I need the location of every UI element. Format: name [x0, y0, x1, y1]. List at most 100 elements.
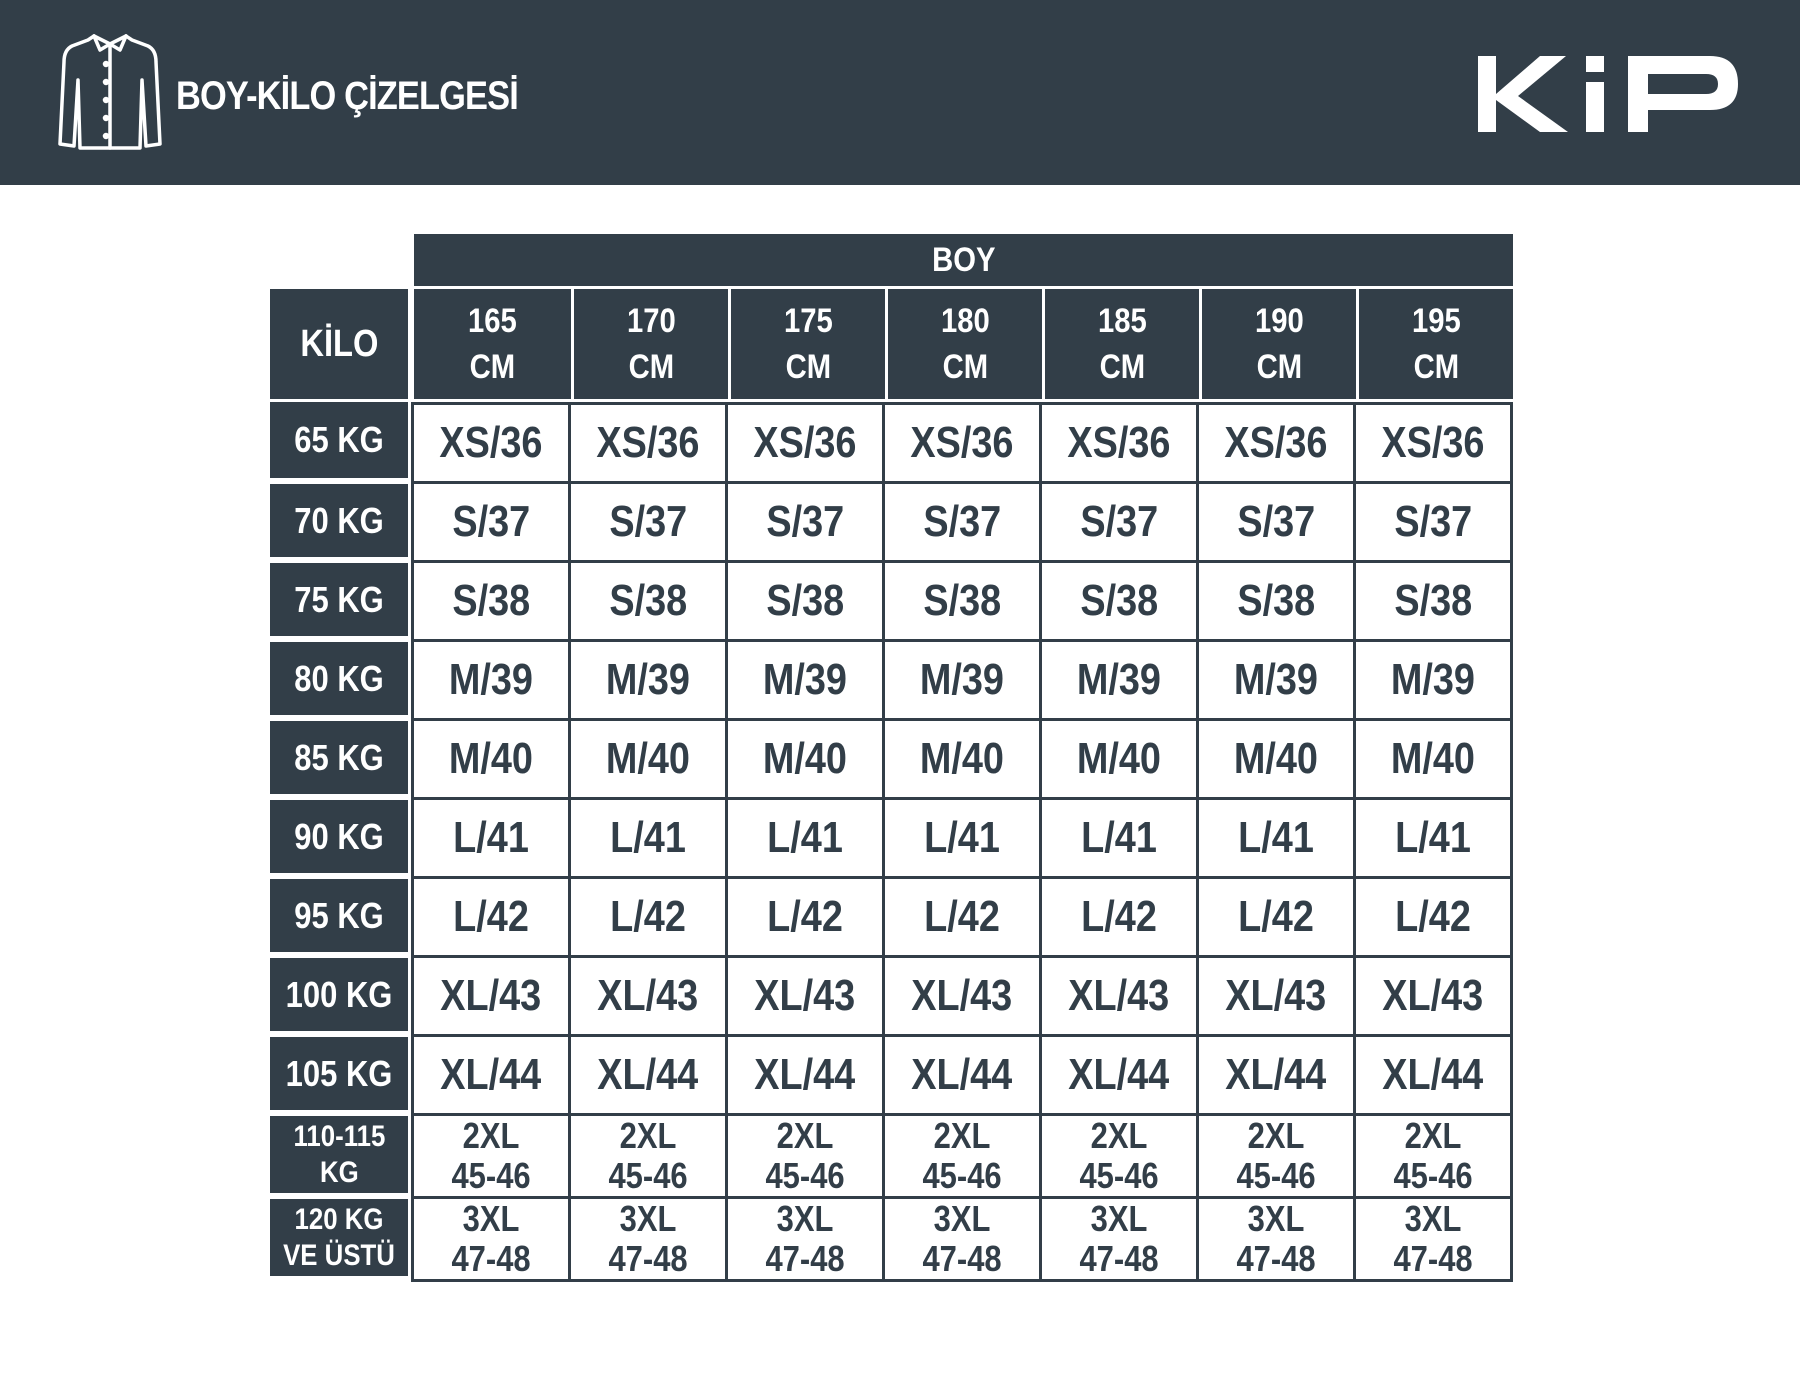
- size-cell: M/39: [571, 642, 728, 721]
- size-value: XL/43: [1068, 971, 1170, 1020]
- row-header-weight: 85 KG: [270, 721, 411, 800]
- size-cell: L/42: [411, 879, 571, 958]
- column-height-unit: CM: [628, 348, 674, 386]
- table-row: 120 KG VE ÜSTÜ 3XL 47-48 3XL 47-48 3XL 47-4…: [270, 1199, 1513, 1282]
- size-cell: M/39: [728, 642, 885, 721]
- column-header-165: 165 CM: [411, 289, 571, 402]
- size-chart: BOY KİLO 165 CM 170 CM 175 CM 180 CM 185 CM 190 CM 1…: [270, 234, 1513, 1282]
- size-cell: 2XL 45-46: [728, 1116, 885, 1199]
- size-value: XL/43: [911, 971, 1013, 1020]
- size-cell: XL/44: [1042, 1037, 1199, 1116]
- size-value: L/42: [1081, 892, 1157, 941]
- size-value: L/41: [1238, 813, 1314, 862]
- size-cell: M/40: [1042, 721, 1199, 800]
- size-value: S/38: [923, 576, 1001, 625]
- boy-header: BOY: [411, 234, 1513, 289]
- size-cell: S/37: [411, 484, 571, 563]
- size-value: M/39: [919, 655, 1005, 704]
- size-value: 3XL 47-48: [1236, 1198, 1316, 1279]
- size-cell: XL/44: [1356, 1037, 1513, 1116]
- size-value: S/37: [1237, 497, 1315, 546]
- size-cell: L/41: [885, 800, 1042, 879]
- size-value: XL/43: [1382, 971, 1484, 1020]
- row-header-weight: 65 KG: [270, 402, 411, 484]
- size-cell: 2XL 45-46: [885, 1116, 1042, 1199]
- column-header-row: KİLO 165 CM 170 CM 175 CM 180 CM 185 CM 190 CM 195 CM: [270, 289, 1513, 402]
- size-value: M/40: [1390, 734, 1476, 783]
- size-value: XL/43: [1225, 971, 1327, 1020]
- size-cell: S/37: [1356, 484, 1513, 563]
- size-cell: M/40: [885, 721, 1042, 800]
- size-cell: L/41: [571, 800, 728, 879]
- size-cell: S/38: [728, 563, 885, 642]
- size-value: 2XL 45-46: [922, 1115, 1002, 1196]
- size-value: M/40: [762, 734, 848, 783]
- size-value: S/38: [609, 576, 687, 625]
- size-value: S/37: [452, 497, 530, 546]
- size-cell: L/42: [1356, 879, 1513, 958]
- row-header-weight: 120 KG VE ÜSTÜ: [270, 1199, 411, 1282]
- column-height-value: 195: [1411, 302, 1461, 340]
- size-cell: XS/36: [1199, 402, 1356, 484]
- table-row: 100 KG XL/43 XL/43 XL/43 XL/43 XL/43 XL/43 XL/4…: [270, 958, 1513, 1037]
- size-cell: L/42: [1199, 879, 1356, 958]
- size-cell: XL/43: [1042, 958, 1199, 1037]
- size-cell: L/42: [885, 879, 1042, 958]
- size-value: S/37: [609, 497, 687, 546]
- row-header-label: 110-115 KG: [293, 1119, 385, 1189]
- size-value: XS/36: [439, 418, 543, 467]
- size-value: 3XL 47-48: [922, 1198, 1002, 1279]
- size-value: L/41: [610, 813, 686, 862]
- size-cell: S/37: [1042, 484, 1199, 563]
- size-value: 2XL 45-46: [765, 1115, 845, 1196]
- size-value: XL/43: [597, 971, 699, 1020]
- table-row: 95 KG L/42 L/42 L/42 L/42 L/42 L/42 L/42: [270, 879, 1513, 958]
- size-value: M/40: [1076, 734, 1162, 783]
- size-value: M/39: [1390, 655, 1476, 704]
- size-value: S/38: [452, 576, 530, 625]
- column-height-unit: CM: [1256, 348, 1302, 386]
- size-cell: 3XL 47-48: [571, 1199, 728, 1282]
- size-value: M/39: [1233, 655, 1319, 704]
- size-value: L/42: [1395, 892, 1471, 941]
- size-value: L/42: [924, 892, 1000, 941]
- column-height-value: 185: [1097, 302, 1147, 340]
- size-cell: M/40: [571, 721, 728, 800]
- row-header-label: 100 KG: [285, 973, 393, 1015]
- size-cell: XS/36: [571, 402, 728, 484]
- size-cell: XL/43: [885, 958, 1042, 1037]
- size-value: XS/36: [753, 418, 857, 467]
- size-cell: S/37: [885, 484, 1042, 563]
- row-header-weight: 95 KG: [270, 879, 411, 958]
- size-value: S/37: [766, 497, 844, 546]
- size-cell: S/38: [885, 563, 1042, 642]
- size-cell: XS/36: [885, 402, 1042, 484]
- column-header-label: 180 CM: [941, 298, 990, 390]
- size-value: L/41: [1081, 813, 1157, 862]
- row-header-label: 85 KG: [294, 736, 384, 778]
- table-row: 75 KG S/38 S/38 S/38 S/38 S/38 S/38 S/38: [270, 563, 1513, 642]
- column-header-label: 190 CM: [1255, 298, 1304, 390]
- size-cell: 2XL 45-46: [1042, 1116, 1199, 1199]
- size-cell: S/38: [1199, 563, 1356, 642]
- size-cell: S/37: [571, 484, 728, 563]
- size-value: 3XL 47-48: [608, 1198, 688, 1279]
- size-value: M/40: [448, 734, 534, 783]
- column-height-value: 180: [940, 302, 990, 340]
- column-height-unit: CM: [785, 348, 831, 386]
- size-cell: 2XL 45-46: [1356, 1116, 1513, 1199]
- column-header-label: 175 CM: [784, 298, 833, 390]
- shirt-icon: [58, 34, 162, 150]
- row-header-label: 90 KG: [294, 815, 384, 857]
- column-height-value: 165: [468, 302, 517, 340]
- size-value: 2XL 45-46: [1236, 1115, 1316, 1196]
- size-value: S/38: [766, 576, 844, 625]
- page-header: BOY-KİLO ÇİZELGESİ: [0, 0, 1800, 185]
- size-cell: L/41: [728, 800, 885, 879]
- size-cell: S/37: [728, 484, 885, 563]
- column-header-180: 180 CM: [885, 289, 1042, 402]
- size-value: M/40: [605, 734, 691, 783]
- size-value: XL/44: [911, 1050, 1013, 1099]
- size-cell: 3XL 47-48: [1199, 1199, 1356, 1282]
- size-cell: XL/43: [1356, 958, 1513, 1037]
